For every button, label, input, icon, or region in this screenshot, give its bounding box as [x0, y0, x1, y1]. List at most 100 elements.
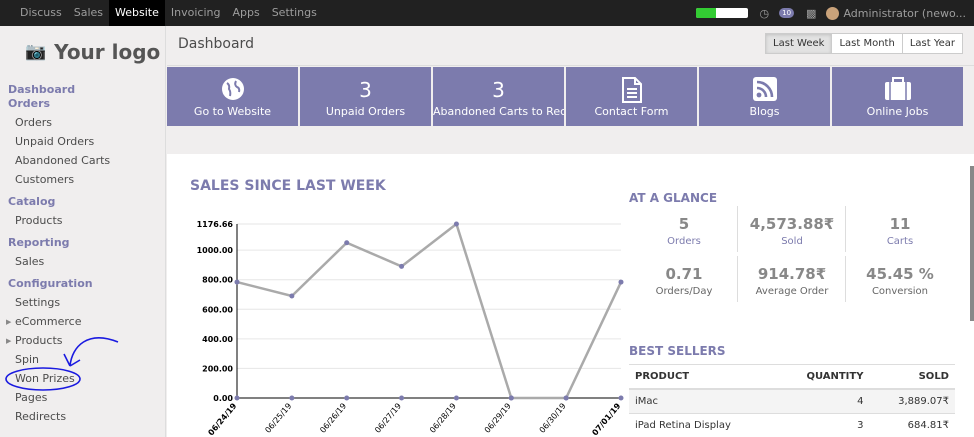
onboarding-progress[interactable] [695, 8, 748, 18]
data-point [399, 263, 405, 269]
sidebar-item-settings[interactable]: Settings [15, 296, 61, 309]
tile-unpaid-orders[interactable]: 3 Unpaid Orders [300, 67, 431, 126]
menu-apps[interactable]: Apps [232, 6, 260, 19]
y-tick-label: 400.00 [202, 335, 233, 344]
sidebar-item-orders[interactable]: Orders [15, 116, 52, 129]
menu-settings[interactable]: Settings [271, 6, 317, 19]
stat-label: Orders/Day [655, 286, 713, 297]
data-point [234, 395, 240, 401]
x-tick-label: 06/30/19 [538, 402, 568, 435]
stat-average-order: 914.78₹ Average Order [737, 260, 847, 312]
tile-online-jobs[interactable]: Online Jobs [832, 67, 963, 126]
tile-label: Contact Form [594, 105, 669, 118]
product-sold: 684.81₹ [869, 413, 955, 437]
col-product: PRODUCT [629, 364, 776, 390]
user-menu[interactable]: Administrator (newo... [843, 6, 966, 20]
period-selector: Last Week Last Month Last Year [765, 33, 963, 54]
menu-invoicing[interactable]: Invoicing [170, 6, 221, 19]
stat-value: 5 [678, 215, 690, 233]
stat-value: 45.45 % [866, 265, 934, 283]
sidebar-item-pages[interactable]: Pages [15, 391, 48, 404]
glance-title: AT A GLANCE [629, 191, 718, 205]
divider [845, 256, 846, 302]
table-row[interactable]: iMac 4 3,889.07₹ [629, 389, 955, 414]
period-last-month[interactable]: Last Month [831, 33, 903, 54]
period-last-week[interactable]: Last Week [765, 33, 833, 54]
tile-go-to-website[interactable]: Go to Website [167, 67, 298, 126]
scrollbar[interactable] [970, 166, 974, 321]
at-a-glance: AT A GLANCE 5 Orders 4,573.88₹ Sold 11 Cart… [629, 191, 964, 302]
table-row[interactable]: iPad Retina Display 3 684.81₹ [629, 413, 955, 437]
clock-icon[interactable]: ◷ [759, 6, 770, 20]
section-configuration[interactable]: Configuration [8, 277, 93, 290]
product-name: iMac [629, 389, 776, 414]
data-point [399, 395, 405, 401]
tile-blogs[interactable]: Blogs [699, 67, 830, 126]
section-reporting[interactable]: Reporting [8, 236, 70, 249]
sidebar-item-spin[interactable]: Spin [15, 353, 39, 366]
company-logo[interactable]: 📷 Your logo [25, 40, 160, 64]
expand-icon[interactable]: ▶ [6, 318, 12, 326]
tile-abandoned-carts[interactable]: 3 Abandoned Carts to Rec [433, 67, 564, 126]
x-tick-label: 06/28/19 [428, 402, 458, 435]
logo-text: Your logo [54, 40, 161, 64]
avatar[interactable] [826, 6, 840, 20]
data-point [289, 395, 295, 401]
x-tick-label: 06/25/19 [263, 402, 293, 435]
sidebar-item-won-prizes[interactable]: Won Prizes [15, 372, 75, 385]
top-navbar: Discuss Sales Website Invoicing Apps Set… [0, 0, 974, 26]
globe-icon [221, 78, 244, 100]
menu-discuss[interactable]: Discuss [20, 6, 62, 19]
dashboard-body: SALES SINCE LAST WEEK 0.00 200.00 400.00 60… [167, 154, 974, 437]
data-point [344, 395, 350, 401]
tile-label: Blogs [749, 105, 780, 118]
product-quantity: 4 [775, 389, 870, 414]
sidebar-item-ecommerce[interactable]: eCommerce [15, 315, 82, 328]
data-point [234, 279, 240, 285]
data-point [563, 395, 569, 401]
control-panel: Dashboard Last Week Last Month Last Year [167, 26, 974, 66]
dashboard-tiles: Go to Website 3 Unpaid Orders 3 Abandone… [167, 66, 974, 154]
messages-badge[interactable]: 10 [779, 8, 795, 18]
data-point [289, 293, 295, 299]
menu-sales[interactable]: Sales [73, 6, 104, 19]
app-menu: Discuss Sales Website Invoicing Apps Set… [0, 0, 323, 26]
gift-icon[interactable]: ▩ [806, 6, 817, 20]
stat-carts: 11 Carts [845, 210, 955, 262]
sidebar-item-sales[interactable]: Sales [15, 255, 45, 268]
divider [845, 206, 846, 252]
stat-sold: 4,573.88₹ Sold [737, 210, 847, 262]
y-tick-label: 0.00 [213, 394, 233, 403]
series-line [236, 221, 623, 400]
stat-orders-per-day: 0.71 Orders/Day [629, 260, 739, 312]
section-dashboard-orders[interactable]: Dashboard Orders [8, 83, 76, 110]
briefcase-icon [884, 77, 911, 100]
tile-value: 3 [492, 78, 505, 102]
sidebar-item-unpaid-orders[interactable]: Unpaid Orders [15, 135, 95, 148]
sidebar-item-redirects[interactable]: Redirects [15, 410, 67, 423]
sidebar-item-config-products[interactable]: Products [15, 334, 63, 347]
rss-icon [752, 77, 777, 101]
tile-contact-form[interactable]: Contact Form [566, 67, 697, 126]
sidebar-item-abandoned-carts[interactable]: Abandoned Carts [15, 154, 111, 167]
menu-website[interactable]: Website [109, 0, 165, 26]
product-sold: 3,889.07₹ [869, 389, 955, 414]
expand-icon[interactable]: ▶ [6, 337, 12, 345]
tile-value: 3 [359, 78, 372, 102]
tile-label: Online Jobs [866, 105, 929, 118]
stat-label: Conversion [871, 286, 929, 297]
stat-value: 914.78₹ [757, 265, 827, 283]
sidebar-item-customers[interactable]: Customers [15, 173, 75, 186]
sidebar: 📷 Your logo Dashboard Orders Orders Unpai… [0, 26, 166, 437]
document-icon [621, 77, 642, 103]
section-catalog[interactable]: Catalog [8, 195, 56, 208]
camera-icon: 📷 [25, 42, 47, 62]
x-tick-label: 07/01/19 [590, 401, 622, 437]
period-last-year[interactable]: Last Year [901, 33, 963, 54]
col-sold: SOLD [869, 364, 955, 390]
y-tick-label: 1176.66 [197, 220, 234, 229]
main-content: Dashboard Last Week Last Month Last Year… [167, 26, 974, 437]
best-sellers-table: PRODUCT QUANTITY SOLD iMac 4 3,889.07₹ i… [629, 364, 955, 437]
sidebar-item-products[interactable]: Products [15, 214, 63, 227]
stat-label: Sold [781, 236, 803, 247]
